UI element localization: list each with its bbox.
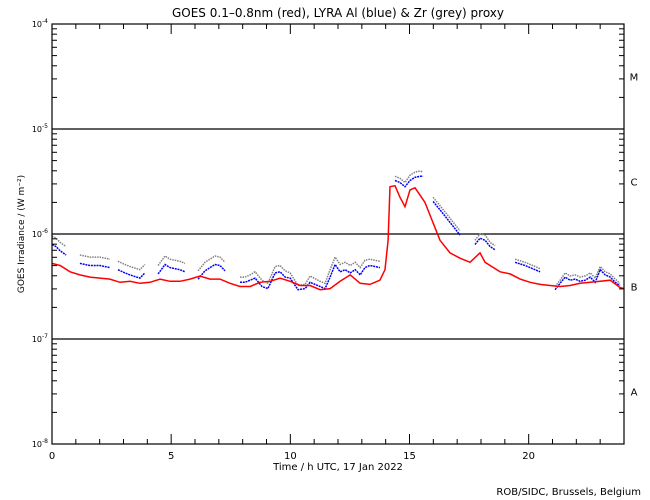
chart-title: GOES 0.1–0.8nm (red), LYRA Al (blue) & Z…	[172, 6, 504, 20]
zr-grey-series-segment	[197, 255, 226, 272]
zr-grey-series-segment	[474, 233, 496, 247]
zr-grey-series-segment	[240, 255, 381, 287]
al-blue-series-segment	[157, 263, 186, 275]
flare-class-label: B	[631, 283, 638, 294]
flare-class-lines	[52, 128, 624, 340]
y-tick-label: 10-4	[32, 18, 48, 29]
zr-grey-series-segment	[394, 170, 424, 184]
zr-grey-series-segment	[514, 258, 541, 270]
y-axis-label: GOES Irradiance / (W m⁻²)	[17, 175, 27, 293]
al-blue-series-segment	[79, 262, 111, 269]
x-tick-label: 10	[284, 451, 297, 462]
y-tick-label: 10-5	[32, 123, 48, 134]
zr-grey-series-segment	[432, 196, 461, 232]
flare-class-label: C	[631, 178, 638, 189]
zr-grey-series-segment	[79, 254, 111, 260]
al-blue-series-segment	[197, 263, 226, 280]
flare-class-label: M	[630, 73, 639, 84]
al-blue-series-segment	[554, 268, 621, 291]
zr-grey-series-segment	[157, 254, 186, 266]
al-blue-series-segment	[394, 175, 424, 188]
al-blue-series-segment	[474, 237, 496, 251]
flare-class-label: A	[631, 388, 638, 399]
zr-grey-series-segment	[51, 235, 67, 248]
x-tick-label: 20	[522, 451, 535, 462]
y-tick-label: 10-7	[32, 333, 48, 344]
al-blue-series-segment	[117, 269, 146, 279]
zr-grey-series-segment	[554, 265, 621, 287]
y-tick-label: 10-8	[32, 438, 48, 449]
y-tick-label: 10-6	[32, 228, 48, 239]
flare-class-labels: M C B A	[630, 73, 639, 399]
credit-text: ROB/SIDC, Brussels, Belgium	[496, 487, 641, 498]
al-blue-series-segment	[514, 261, 541, 273]
data-series	[51, 170, 625, 291]
x-tick-label: 5	[168, 451, 174, 462]
al-blue-series-segment	[240, 262, 381, 291]
zr-grey-series-segment	[117, 260, 146, 271]
al-blue-series-segment	[51, 243, 67, 256]
x-axis-label: Time / h UTC, 17 Jan 2022	[272, 462, 403, 473]
x-tick-label: 15	[403, 451, 416, 462]
axes: 0 5 10 15 20 10-4 10-5 10-6 10-7 10-8	[32, 18, 625, 462]
al-blue-series-segment	[432, 201, 461, 236]
goes-red-series	[51, 184, 625, 291]
x-tick-label: 0	[49, 451, 55, 462]
